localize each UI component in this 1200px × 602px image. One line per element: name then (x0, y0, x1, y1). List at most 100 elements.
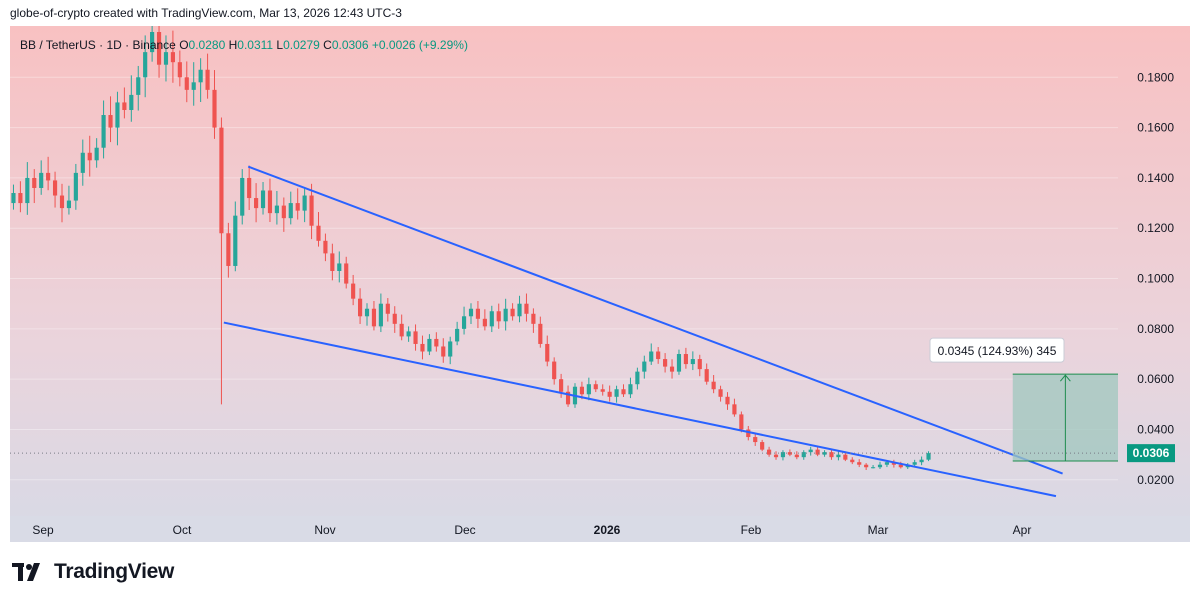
chart-background (10, 26, 1190, 542)
chart-area[interactable]: 0.0345 (124.93%) 345 0.1800 0.1600 0.1400 0… (10, 26, 1190, 542)
candle-body-24 (177, 62, 182, 78)
candle-body-105 (739, 414, 744, 430)
candle-30 (219, 117, 224, 405)
candle-63 (448, 336, 453, 365)
candle-body-83 (586, 384, 591, 395)
candle-43 (309, 183, 314, 240)
candle-body-26 (191, 82, 196, 90)
candle-58 (413, 324, 418, 351)
candle-131 (919, 456, 924, 466)
candle-body-18 (136, 77, 141, 95)
candle-122 (857, 459, 862, 468)
price-axis[interactable]: 0.1800 0.1600 0.1400 0.1200 0.1000 0.0800 0.06… (1127, 70, 1175, 487)
candle-71 (503, 298, 508, 331)
candle-108 (760, 439, 765, 452)
price-tick-7: 0.0400 (1137, 422, 1174, 436)
candle-body-112 (787, 452, 792, 455)
candle-49 (351, 274, 356, 306)
candle-97 (683, 347, 688, 369)
price-tick-8: 0.0200 (1137, 473, 1174, 487)
candle-body-14 (108, 115, 113, 128)
candle-86 (607, 385, 612, 402)
candle-103 (725, 392, 730, 410)
candle-body-118 (829, 452, 834, 458)
candle-body-47 (337, 263, 342, 271)
candle-4 (39, 160, 44, 195)
price-chart[interactable]: 0.0345 (124.93%) 345 0.18000.16000.14000… (10, 26, 1190, 542)
candle-117 (822, 450, 827, 457)
candle-body-92 (649, 351, 654, 362)
candle-42 (302, 187, 307, 223)
time-tick-6: Mar (868, 523, 889, 537)
candle-body-127 (891, 462, 896, 465)
candle-body-33 (240, 177, 245, 216)
candle-body-5 (46, 172, 51, 181)
tradingview-logo[interactable]: TradingView (12, 560, 174, 584)
candle-25 (184, 61, 189, 103)
candle-body-132 (926, 453, 931, 460)
candle-body-15 (115, 102, 120, 128)
candle-body-106 (746, 429, 751, 438)
candle-77 (545, 335, 550, 367)
candle-106 (746, 425, 751, 441)
candle-114 (801, 450, 806, 460)
last-price-tag-label: 0.0306 (1133, 446, 1170, 460)
price-tick-6: 0.0600 (1137, 372, 1174, 386)
candle-body-87 (614, 389, 619, 397)
time-axis[interactable]: Sep Oct Nov Dec 2026 Feb Mar Apr (10, 516, 1190, 542)
trendline-lower (223, 321, 1057, 498)
price-tick-0: 0.1800 (1137, 70, 1174, 84)
candle-body-31 (226, 233, 231, 266)
legend-o-value: 0.0280 (188, 38, 226, 52)
candle-body-100 (704, 369, 709, 382)
candle-76 (538, 316, 543, 348)
legend-c-label: C (323, 38, 332, 52)
candles (11, 26, 931, 470)
candle-5 (46, 156, 51, 191)
candle-body-88 (621, 389, 626, 395)
candle-body-99 (697, 359, 702, 370)
candle-110 (773, 451, 779, 460)
candle-111 (780, 450, 786, 461)
price-tick-5: 0.0800 (1137, 322, 1174, 336)
candle-body-93 (656, 351, 661, 360)
candle-87 (614, 385, 619, 403)
candle-body-41 (295, 203, 300, 211)
candle-body-72 (510, 308, 515, 317)
candle-104 (732, 398, 737, 417)
candle-105 (739, 411, 744, 433)
candle-52 (371, 300, 377, 331)
candle-body-130 (912, 462, 917, 465)
candle-body-103 (725, 396, 730, 405)
candle-51 (364, 303, 370, 326)
drawings[interactable]: 0.0345 (124.93%) 345 (10, 165, 1118, 498)
candle-64 (455, 321, 460, 346)
candle-body-117 (822, 452, 827, 455)
candle-body-2 (25, 177, 30, 204)
candle-body-21 (156, 32, 162, 65)
price-tick-2: 0.1400 (1137, 171, 1174, 185)
candle-132 (926, 451, 931, 462)
candle-body-121 (850, 459, 855, 463)
candle-body-57 (406, 331, 411, 337)
candle-35 (254, 183, 259, 223)
measure-arrow-head (1059, 374, 1071, 382)
candle-17 (129, 75, 134, 122)
candle-92 (649, 343, 654, 365)
candle-34 (247, 165, 252, 210)
candle-23 (170, 30, 175, 83)
candle-94 (663, 353, 668, 373)
candle-39 (281, 197, 286, 232)
price-tick-4: 0.1000 (1137, 272, 1174, 286)
candle-28 (205, 53, 210, 99)
candle-72 (510, 303, 515, 321)
candle-body-40 (288, 203, 293, 219)
legend-h-label: H (228, 38, 238, 52)
candle-body-4 (39, 172, 44, 188)
candle-body-70 (496, 311, 501, 322)
candle-body-65 (461, 316, 467, 329)
candle-body-85 (600, 389, 605, 392)
candle-body-107 (753, 437, 758, 443)
candle-59 (420, 335, 425, 360)
candle-3 (32, 169, 37, 204)
